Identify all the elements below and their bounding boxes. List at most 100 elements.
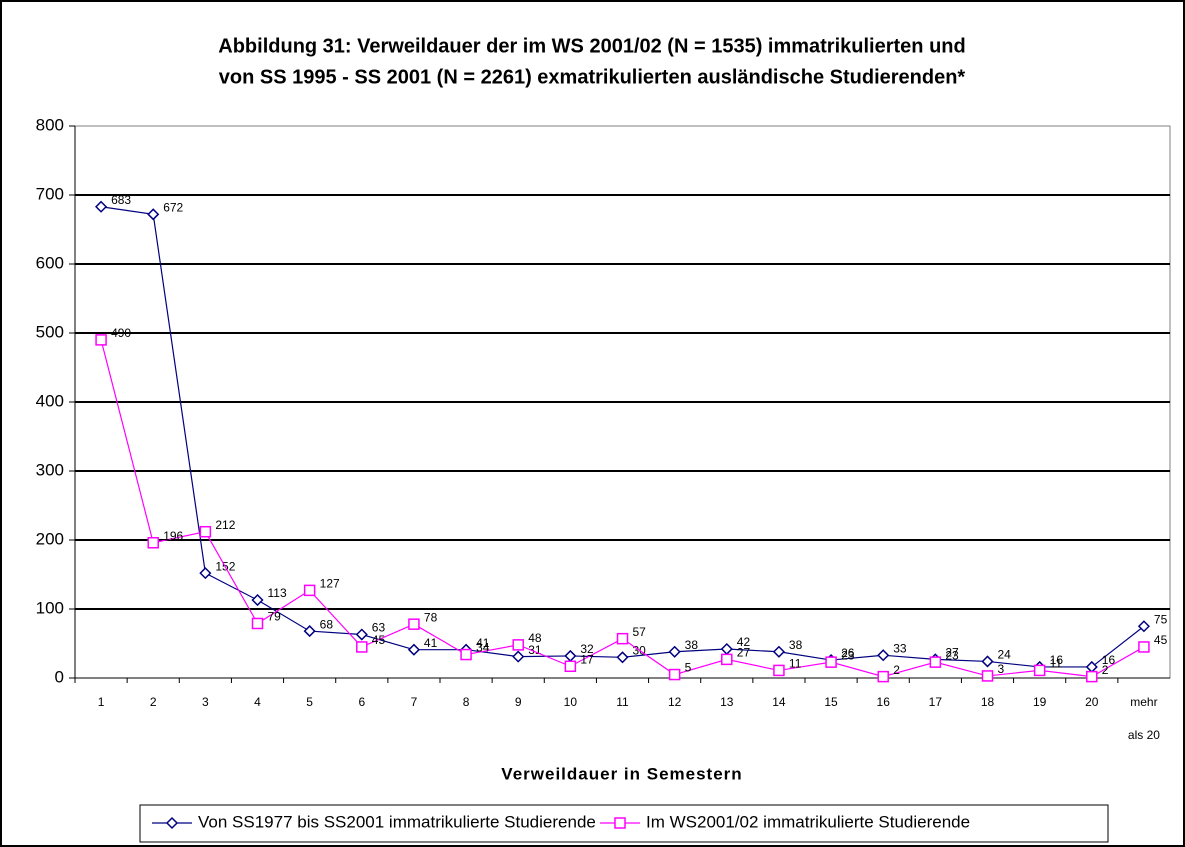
y-tick-label: 500: [36, 322, 64, 341]
data-point: [147, 208, 160, 221]
data-label: 41: [476, 636, 490, 650]
data-label: 41: [424, 636, 438, 650]
x-tick-label: 4: [254, 695, 261, 709]
data-point: [825, 656, 837, 668]
data-label: 24: [998, 648, 1012, 662]
data-label: 3: [998, 662, 1005, 676]
legend-marker: [614, 817, 626, 829]
data-point: [303, 584, 316, 597]
data-label: 45: [1154, 633, 1168, 647]
x-tick-label: 6: [358, 695, 366, 709]
data-point: [772, 645, 785, 658]
data-label: 23: [945, 648, 959, 662]
y-tick-label: 400: [36, 391, 64, 410]
data-point: [356, 641, 368, 653]
data-label: 78: [424, 610, 438, 624]
data-point: [251, 593, 264, 607]
legend-label: Im WS2001/02 immatrikulierte Studierende: [646, 812, 970, 831]
y-tick-label: 800: [36, 115, 64, 134]
y-tick-label: 300: [36, 460, 64, 479]
data-label: 27: [737, 646, 751, 660]
data-label: 11: [789, 657, 802, 671]
x-tick-label: 9: [514, 695, 522, 709]
data-label: 42: [737, 635, 751, 649]
x-tick-label: 16: [876, 695, 890, 709]
data-label: 23: [841, 648, 855, 662]
data-point: [981, 670, 994, 682]
y-tick-label: 600: [36, 253, 64, 272]
data-label: 16: [1102, 653, 1116, 667]
data-label: 683: [111, 193, 131, 207]
x-tick-label: 14: [772, 695, 786, 709]
y-tick-label: 0: [55, 667, 64, 686]
data-point: [668, 668, 681, 681]
data-label: 32: [580, 642, 594, 656]
x-tick-label: 12: [667, 695, 682, 709]
data-label: 26: [841, 646, 855, 660]
data-label: 672: [163, 200, 183, 214]
legend: [139, 804, 1109, 843]
data-point: [355, 628, 368, 641]
data-point: [981, 655, 994, 668]
data-point: [616, 651, 629, 664]
data-label: 34: [476, 641, 490, 655]
data-label: 33: [893, 641, 907, 655]
data-point: [616, 632, 629, 645]
data-label: 5: [685, 661, 692, 675]
data-label: 63: [372, 621, 386, 635]
data-point: [199, 567, 212, 580]
data-point: [147, 537, 159, 549]
data-point: [877, 670, 889, 683]
data-label: 75: [1154, 612, 1168, 626]
x-axis-label: Verweildauer in Semestern: [501, 764, 742, 783]
legend-label: Von SS1977 bis SS2001 immatrikulierte St…: [198, 812, 596, 831]
data-point: [407, 643, 420, 656]
chart-title: von SS 1995 - SS 2001 (N = 2261) exmatri…: [219, 66, 966, 88]
x-tick-label: 19: [1032, 695, 1047, 709]
legend-marker: [165, 816, 179, 830]
data-point: [251, 617, 264, 630]
data-point: [877, 649, 890, 662]
data-point: [512, 650, 525, 663]
data-point: [1033, 664, 1046, 677]
data-point: [95, 334, 107, 346]
data-point: [1138, 641, 1150, 653]
x-tick-label: 11: [616, 695, 629, 709]
data-label: 38: [685, 638, 699, 652]
data-label: 48: [528, 631, 542, 645]
data-point: [773, 664, 785, 677]
data-point: [1086, 670, 1098, 683]
chart-title: Abbildung 31: Verweildauer der im WS 200…: [218, 35, 965, 57]
data-label: 127: [320, 577, 340, 591]
x-tick-label: 13: [720, 695, 734, 709]
x-tick-label: 2: [149, 695, 157, 709]
x-tick-label: 15: [824, 695, 838, 709]
data-label: 113: [268, 586, 287, 600]
data-point: [929, 656, 942, 668]
data-point: [303, 625, 316, 638]
data-point: [721, 653, 733, 666]
data-label: 68: [320, 617, 334, 631]
x-tick-label: 1: [97, 695, 105, 709]
x-tick-label: 20: [1085, 695, 1099, 709]
x-tick-label: 3: [202, 695, 209, 709]
x-tick-label: 5: [306, 695, 313, 709]
x-tick-label: 17: [928, 695, 943, 709]
y-tick-label: 200: [36, 529, 64, 548]
data-label: 27: [945, 646, 959, 660]
y-tick-label: 700: [36, 184, 64, 203]
data-point: [512, 639, 524, 651]
data-point: [668, 645, 681, 658]
data-label: 11: [1050, 657, 1063, 671]
data-label: 16: [1050, 653, 1064, 667]
data-label: 2: [1102, 663, 1109, 677]
data-label: 57: [633, 625, 647, 639]
data-point: [564, 660, 577, 673]
data-label: 38: [789, 638, 803, 652]
data-point: [408, 618, 420, 630]
x-tick-label: 7: [410, 695, 418, 709]
x-tick-label: 18: [980, 695, 995, 709]
